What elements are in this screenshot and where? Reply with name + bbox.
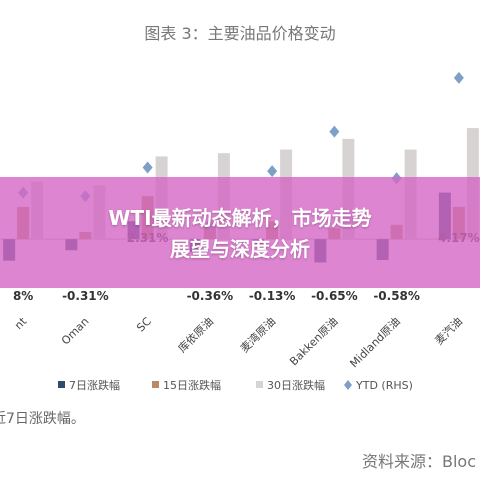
category-label-3: 库依原油 (175, 314, 216, 355)
chart-title: 图表 3：主要油品价格变动 (144, 24, 336, 43)
value-label-1: -0.31% (62, 289, 109, 303)
legend-swatch-0 (58, 381, 65, 388)
legend-swatch-2 (256, 381, 263, 388)
category-label-2: SC (134, 315, 154, 335)
overlay-line-2: 展望与深度分析 (170, 237, 310, 261)
legend-label-1: 15日涨跌幅 (163, 378, 221, 392)
legend-label-2: 30日涨跌幅 (267, 378, 325, 392)
ytd-marker-5 (329, 125, 340, 138)
category-label-5: Bakken原油 (286, 314, 340, 368)
value-label-0: 8% (13, 289, 33, 303)
value-label-4: -0.13% (249, 289, 296, 303)
ytd-marker-4 (267, 165, 278, 178)
footnote: 近7日涨跌幅。 (0, 411, 85, 427)
ytd-marker-7 (453, 71, 464, 84)
legend-swatch-1 (152, 381, 159, 388)
overlay-banner (0, 177, 480, 288)
overlay-line-1: WTI最新动态解析，市场走势 (108, 206, 372, 230)
value-label-5: -0.65% (311, 289, 358, 303)
source-note: 资料来源：Bloc (362, 452, 477, 471)
category-label-7: 麦汽油 (432, 314, 465, 347)
category-label-4: 麦湾原油 (237, 314, 278, 355)
category-label-0: nt (12, 314, 30, 332)
ytd-marker-2 (142, 161, 153, 174)
value-label-6: -0.58% (373, 289, 420, 303)
legend-label-0: 7日涨跌幅 (69, 378, 120, 392)
category-label-6: Midland原油 (347, 314, 403, 370)
value-label-3: -0.36% (187, 289, 234, 303)
overlay-headline: WTI最新动态解析，市场走势 展望与深度分析 (30, 203, 450, 265)
category-label-1: Oman (59, 315, 92, 348)
legend-swatch-3 (344, 380, 352, 390)
legend-label-3: YTD (RHS) (355, 379, 413, 392)
